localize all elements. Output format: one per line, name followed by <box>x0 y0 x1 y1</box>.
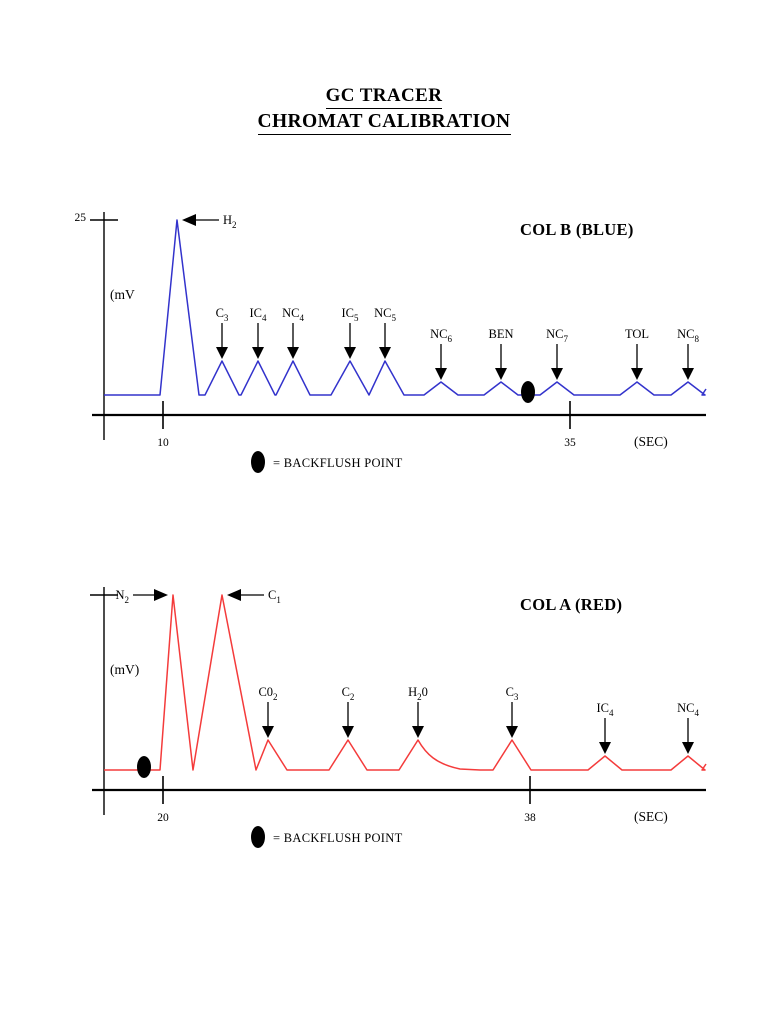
peak-label: C3 <box>506 685 519 702</box>
peak-label: NC4 <box>677 701 699 718</box>
chart-svg-col-b: 25 (mV 10 35 (SEC) COL B (BLUE) H2 C3 IC4 NC4 IC5 N… <box>75 212 707 473</box>
x-axis-tick-label: 20 <box>157 812 169 824</box>
peak-label: H20 <box>408 685 428 702</box>
peak-annotation: TOL <box>625 327 649 380</box>
x-axis-unit-label: (SEC) <box>634 434 668 449</box>
arrow-head-down <box>379 347 391 359</box>
peak-label: IC4 <box>250 306 268 323</box>
arrow-head-left <box>227 589 241 601</box>
arrow-head-left <box>182 214 196 226</box>
arrow-head-down <box>495 368 507 380</box>
document-title: GC TRACER CHROMAT CALIBRATION <box>0 84 768 136</box>
arrow-head-down <box>435 368 447 380</box>
peak-label: NC8 <box>677 327 699 344</box>
x-axis-tick-label: 10 <box>157 437 169 449</box>
peak-label: NC6 <box>430 327 452 344</box>
arrow-head-down <box>506 726 518 738</box>
backflush-legend: = BACKFLUSH POINT <box>251 451 403 473</box>
peak-annotations: H2 C3 IC4 NC4 IC5 NC5 NC6 BEN NC7 TOL NC8 <box>182 213 699 380</box>
arrow-head-down <box>631 368 643 380</box>
peak-annotation: H2 <box>182 213 237 230</box>
peak-annotation: NC7 <box>546 327 568 380</box>
peak-label: NC4 <box>282 306 304 323</box>
peak-annotation: C02 <box>258 685 278 738</box>
peak-annotation: IC5 <box>342 306 360 359</box>
peak-annotation: IC4 <box>250 306 268 359</box>
peak-annotation: NC5 <box>374 306 396 359</box>
peak-annotation: C3 <box>216 306 229 359</box>
peak-label: C02 <box>258 685 277 702</box>
x-axis-tick-label: 35 <box>564 437 576 449</box>
peak-label: C3 <box>216 306 229 323</box>
peak-annotation: IC4 <box>597 701 615 754</box>
peak-annotation: NC6 <box>430 327 452 380</box>
peak-label: C1 <box>268 588 281 605</box>
arrow-head-down <box>551 368 563 380</box>
y-axis-unit-label: (mV <box>110 287 135 302</box>
peak-annotation: NC4 <box>677 701 699 754</box>
axes-group: (mV) 20 38 (SEC) <box>90 587 706 824</box>
x-axis-unit-label: (SEC) <box>634 809 668 824</box>
peak-label: IC5 <box>342 306 360 323</box>
peak-label: H2 <box>223 213 237 230</box>
chromatogram-col-a: (mV) 20 38 (SEC) COL A (RED) N2 C1 C02 C2 H20 C3 IC… <box>0 565 768 865</box>
arrow-head-down <box>342 726 354 738</box>
chart-svg-col-a: (mV) 20 38 (SEC) COL A (RED) N2 C1 C02 C2 H20 C3 IC… <box>90 587 707 848</box>
y-axis-unit-label: (mV) <box>110 662 139 677</box>
chromatogram-trace <box>104 594 707 771</box>
arrow-head-down <box>262 726 274 738</box>
arrow-head-down <box>682 742 694 754</box>
arrow-head-down <box>287 347 299 359</box>
backflush-legend-icon <box>251 451 265 473</box>
arrow-head-down <box>252 347 264 359</box>
peak-annotation: C1 <box>227 588 281 605</box>
arrow-head-down <box>682 368 694 380</box>
peak-label: BEN <box>489 327 514 341</box>
backflush-legend-label: = BACKFLUSH POINT <box>273 831 403 845</box>
peak-label: TOL <box>625 327 649 341</box>
peak-label: NC7 <box>546 327 568 344</box>
arrow-head-down <box>599 742 611 754</box>
backflush-point-marker <box>521 381 535 403</box>
peak-annotation: N2 <box>115 588 168 605</box>
arrow-head-down <box>344 347 356 359</box>
x-axis-tick-label: 38 <box>524 812 536 824</box>
chromatogram-col-b: 25 (mV 10 35 (SEC) COL B (BLUE) H2 C3 IC4 NC4 IC5 N… <box>0 190 768 490</box>
peak-annotation: BEN <box>489 327 514 380</box>
column-label: COL B (BLUE) <box>520 220 634 239</box>
peak-annotation: C3 <box>506 685 519 738</box>
peak-annotation: NC4 <box>282 306 304 359</box>
arrow-head-right <box>154 589 168 601</box>
peak-annotation: NC8 <box>677 327 699 380</box>
backflush-legend-icon <box>251 826 265 848</box>
peak-label: C2 <box>342 685 355 702</box>
y-axis-top-tick-label: 25 <box>75 212 87 224</box>
peak-label: N2 <box>115 588 129 605</box>
backflush-legend: = BACKFLUSH POINT <box>251 826 403 848</box>
title-line-1: GC TRACER <box>325 84 443 109</box>
peak-label: NC5 <box>374 306 396 323</box>
peak-annotation: H20 <box>408 685 428 738</box>
backflush-point-marker <box>137 756 151 778</box>
peak-label: IC4 <box>597 701 615 718</box>
column-label: COL A (RED) <box>520 595 622 614</box>
arrow-head-down <box>216 347 228 359</box>
arrow-head-down <box>412 726 424 738</box>
axes-group: 25 (mV 10 35 (SEC) <box>75 212 706 449</box>
backflush-legend-label: = BACKFLUSH POINT <box>273 456 403 470</box>
chromatogram-trace <box>104 219 707 396</box>
peak-annotation: C2 <box>342 685 355 738</box>
title-line-2: CHROMAT CALIBRATION <box>257 110 511 135</box>
